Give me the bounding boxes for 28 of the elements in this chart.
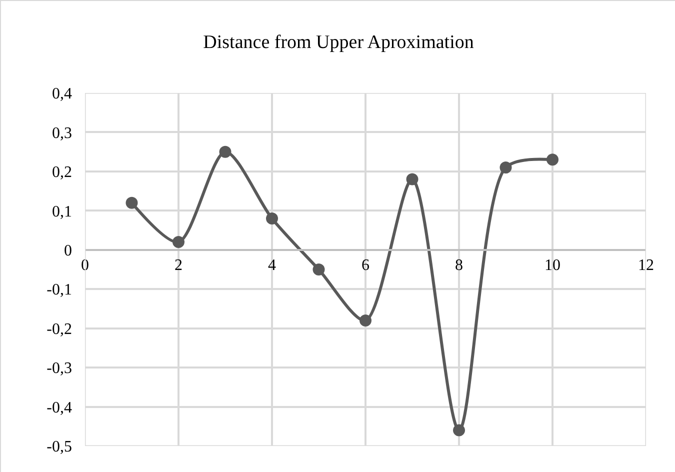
y-tick-label: 0,1 bbox=[52, 203, 72, 220]
y-tick-label: 0 bbox=[64, 242, 72, 260]
x-tick-label: 0 bbox=[81, 256, 89, 274]
x-tick-label: 4 bbox=[268, 256, 276, 274]
x-tick-label: 12 bbox=[638, 256, 654, 274]
chart-title: Distance from Upper Aproximation bbox=[203, 32, 474, 53]
point bbox=[453, 424, 465, 436]
x-tick-label: 8 bbox=[455, 256, 463, 274]
y-tick-label: -0,1 bbox=[46, 282, 72, 299]
y-tick-label: -0,3 bbox=[46, 360, 72, 378]
x-tick-label: 6 bbox=[362, 256, 370, 274]
y-tick-label: 0,4 bbox=[52, 86, 72, 103]
y-tick-label: -0,4 bbox=[46, 399, 72, 416]
point bbox=[126, 196, 138, 209]
point bbox=[172, 236, 184, 248]
point bbox=[312, 264, 325, 276]
point bbox=[360, 314, 372, 326]
point bbox=[500, 162, 512, 174]
y-tick-label: 0,2 bbox=[52, 164, 72, 182]
x-tick-label: 10 bbox=[544, 256, 560, 274]
x-tick-label: 2 bbox=[174, 256, 182, 274]
point bbox=[219, 146, 232, 158]
point bbox=[266, 212, 278, 225]
y-tick-label: -0,5 bbox=[46, 438, 72, 456]
y-tick-label: 0,3 bbox=[52, 124, 72, 142]
point bbox=[546, 154, 558, 166]
point bbox=[406, 173, 418, 186]
y-tick-label: -0,2 bbox=[46, 320, 72, 338]
